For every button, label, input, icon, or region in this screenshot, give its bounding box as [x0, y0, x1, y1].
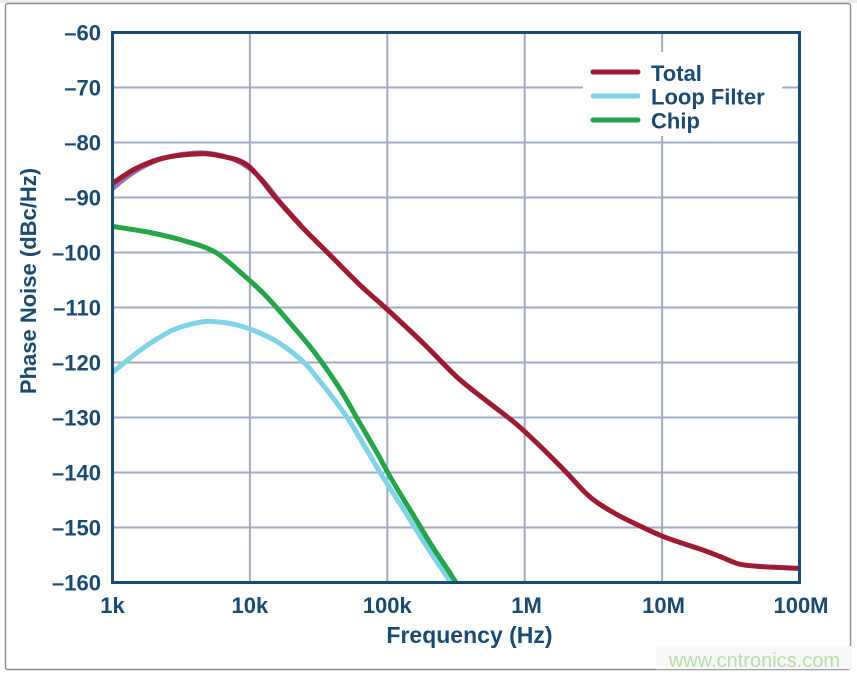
svg-text:www.cntronics.com: www.cntronics.com: [668, 650, 840, 672]
svg-text:10k: 10k: [232, 593, 269, 618]
svg-text:–150: –150: [52, 516, 101, 541]
svg-text:–120: –120: [52, 351, 101, 376]
svg-text:–70: –70: [64, 76, 101, 101]
svg-text:–110: –110: [53, 296, 101, 321]
svg-text:–100: –100: [52, 241, 101, 266]
svg-text:–140: –140: [52, 461, 101, 486]
svg-text:–80: –80: [64, 131, 101, 156]
svg-text:10M: 10M: [642, 593, 685, 618]
svg-text:–130: –130: [52, 406, 101, 431]
svg-text:Phase Noise (dBc/Hz): Phase Noise (dBc/Hz): [16, 168, 41, 394]
svg-text:–60: –60: [64, 21, 101, 46]
svg-text:100k: 100k: [363, 593, 413, 618]
svg-text:Loop Filter: Loop Filter: [651, 85, 765, 110]
svg-text:1k: 1k: [100, 593, 125, 618]
svg-text:100M: 100M: [773, 593, 828, 618]
svg-text:Total: Total: [651, 61, 702, 86]
svg-text:1M: 1M: [511, 593, 542, 618]
svg-text:–160: –160: [52, 571, 101, 596]
svg-text:–90: –90: [64, 186, 101, 211]
svg-text:Frequency (Hz): Frequency (Hz): [386, 622, 552, 648]
svg-text:Chip: Chip: [651, 109, 700, 134]
